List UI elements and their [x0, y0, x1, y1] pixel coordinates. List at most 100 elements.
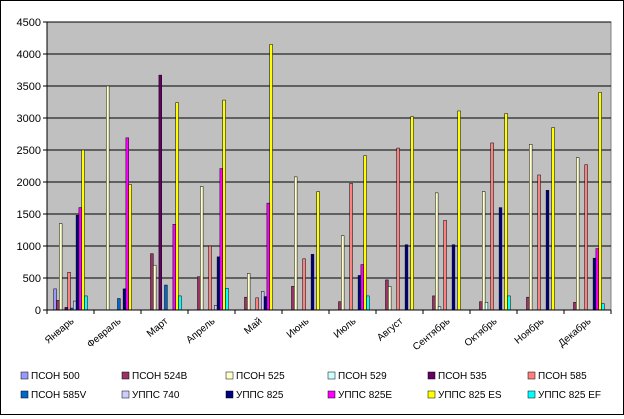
y-axis: 0 500 1000 1500 2000 2500 3000 3500 4000 4500: [17, 17, 48, 317]
y-tick-label: 4000: [17, 49, 41, 61]
bar: [341, 235, 345, 311]
legend-label: УППС 825Е: [338, 390, 392, 401]
bar: [302, 258, 306, 311]
x-tick-label: Июль: [332, 316, 359, 341]
legend-swatch: [327, 390, 336, 399]
bar: [153, 264, 157, 311]
bar: [537, 174, 541, 311]
legend-label: ПСОН 529: [338, 371, 387, 382]
legend-swatch: [427, 390, 436, 399]
bar: [490, 142, 494, 311]
bar: [410, 116, 414, 311]
x-axis: Январь Февраль Март Апрель Май Июнь Июль Август…: [43, 309, 612, 353]
bar: [84, 295, 88, 311]
x-tick-label: Ноябрь: [512, 315, 546, 346]
bar: [59, 223, 63, 311]
bar: [551, 127, 555, 311]
bar: [310, 254, 315, 311]
bar: [255, 297, 259, 311]
bar: [504, 113, 508, 311]
bar: [435, 192, 439, 311]
bar: [158, 74, 162, 311]
legend-item: ПСОН 529: [327, 371, 387, 382]
legend-label: УППС 825 ES: [438, 390, 502, 401]
x-tick-label: Апрель: [184, 316, 217, 346]
x-tick-label: Декабрь: [556, 315, 594, 349]
legend-swatch: [527, 371, 536, 380]
legend-item: УППС 825 EF: [527, 390, 601, 401]
legend-item: ПСОН 525: [225, 371, 285, 382]
legend-label: ПСОН 585V: [31, 390, 87, 401]
bar: [122, 288, 127, 311]
bar: [117, 298, 121, 311]
bar: [172, 223, 176, 311]
legend-label: ПСОН 585: [538, 371, 587, 382]
bar: [404, 244, 409, 311]
bar: [216, 256, 221, 311]
bar: [291, 286, 295, 311]
legend-swatch: [121, 371, 130, 380]
legend-label: УППС 825: [236, 390, 284, 401]
legend-swatch: [225, 390, 234, 399]
bar: [482, 191, 486, 311]
bar: [507, 295, 511, 311]
bar: [197, 276, 201, 311]
x-tick-label: Октябрь: [462, 315, 499, 349]
legend-swatch: [327, 371, 336, 380]
bar: [363, 155, 367, 311]
bar: [451, 244, 456, 311]
bar: [601, 303, 605, 311]
bar: [106, 85, 110, 311]
y-tick-label: 2500: [17, 145, 41, 157]
legend-label: ПСОН 500: [31, 371, 80, 382]
x-tick-label: Январь: [43, 316, 76, 346]
bar: [592, 257, 597, 311]
bar: [56, 300, 60, 311]
legend-swatch: [20, 390, 29, 399]
legend-item: ПСОН 535: [427, 371, 487, 382]
bar: [78, 207, 82, 311]
bar: [81, 149, 85, 311]
bar: [164, 284, 168, 311]
bar: [73, 300, 77, 311]
bar: [479, 301, 483, 311]
bar: [175, 102, 179, 311]
x-tick-label: Сентябрь: [410, 315, 452, 353]
bar: [388, 286, 392, 311]
y-tick-label: 0: [35, 305, 41, 317]
y-tick-label: 1000: [17, 241, 41, 253]
bar: [529, 143, 533, 311]
bar: [200, 186, 204, 311]
bar: [208, 245, 212, 311]
bar: [366, 295, 370, 311]
legend-item: ПСОН 585V: [20, 390, 87, 401]
bar: [75, 215, 80, 311]
bar: [526, 296, 530, 311]
legend-label: ПСОН 524В: [132, 371, 188, 382]
legend-item: УППС 825 ES: [427, 390, 502, 401]
legend-item: УППС 740: [121, 390, 180, 401]
x-tick-label: Август: [375, 316, 405, 344]
bar: [244, 296, 248, 311]
bar: [598, 92, 602, 311]
legend-item: УППС 825Е: [327, 390, 392, 401]
y-tick-label: 500: [23, 273, 41, 285]
y-tick-label: 4500: [17, 17, 41, 29]
bar: [349, 183, 353, 311]
bar: [178, 295, 182, 311]
bar: [498, 207, 503, 311]
bar: [396, 147, 400, 311]
bar: [573, 302, 577, 311]
plot-area: [46, 21, 612, 311]
bar: [316, 191, 320, 311]
bar: [385, 279, 389, 311]
bar: [128, 184, 132, 311]
bar: [53, 288, 57, 311]
bar: [545, 190, 550, 311]
bar: [150, 253, 154, 311]
legend-label: ПСОН 525: [236, 371, 285, 382]
bar: [263, 296, 268, 311]
legend-label: УППС 825 EF: [538, 390, 601, 401]
legend-item: ПСОН 585: [527, 371, 587, 382]
